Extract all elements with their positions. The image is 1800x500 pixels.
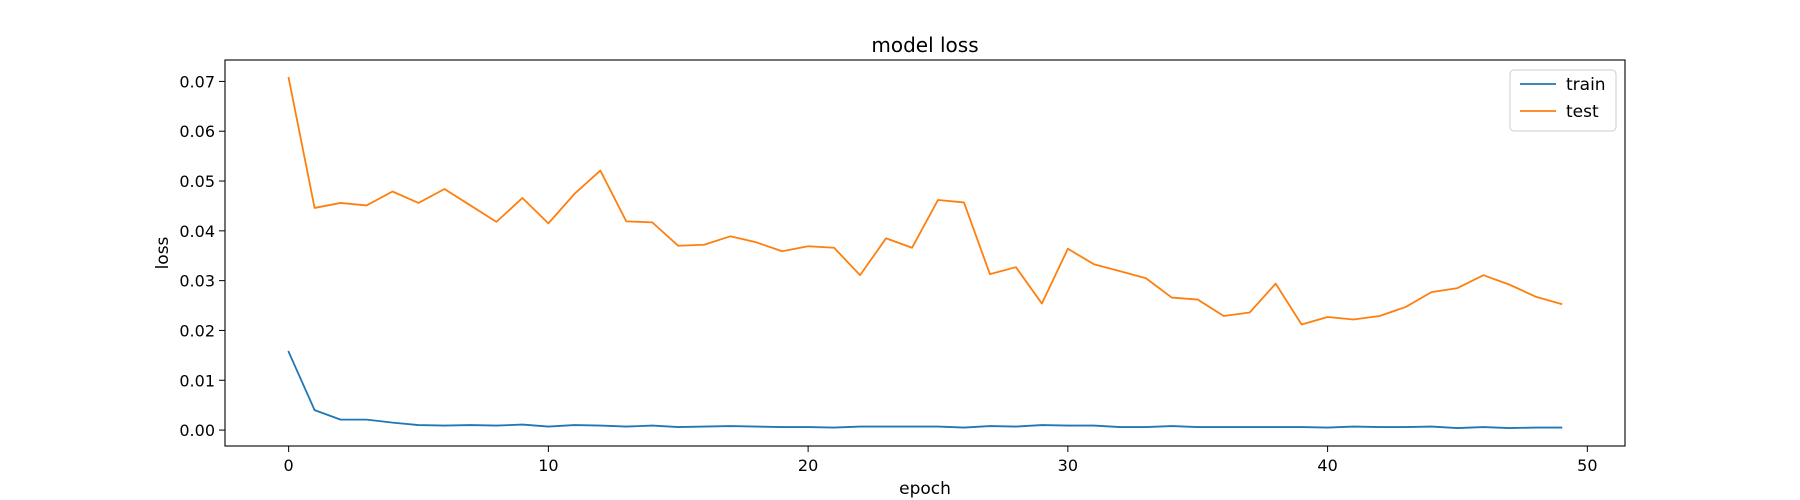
x-tick-label: 0 bbox=[284, 456, 294, 475]
series-lines bbox=[287, 76, 1563, 429]
y-tick-label: 0.04 bbox=[179, 222, 215, 241]
series-line-test bbox=[287, 76, 1563, 326]
y-axis-label: loss bbox=[153, 236, 173, 269]
x-tick-label: 40 bbox=[1317, 456, 1337, 475]
y-tick-label: 0.03 bbox=[179, 272, 215, 291]
legend: train test bbox=[1509, 69, 1617, 132]
x-tick-label: 30 bbox=[1058, 456, 1078, 475]
y-tick-label: 0.06 bbox=[179, 122, 215, 141]
x-axis-ticks: 0 10 20 30 40 50 bbox=[284, 446, 1598, 475]
y-tick-label: 0.02 bbox=[179, 321, 215, 340]
legend-box bbox=[1509, 69, 1617, 132]
chart-title: model loss bbox=[871, 33, 978, 57]
x-tick-label: 20 bbox=[798, 456, 818, 475]
y-axis-ticks: 0.00 0.01 0.02 0.03 0.04 0.05 0.06 0.07 bbox=[179, 72, 225, 440]
series-line-train bbox=[287, 350, 1563, 429]
plot-area-frame bbox=[224, 59, 1626, 447]
x-tick-label: 10 bbox=[538, 456, 558, 475]
y-tick-label: 0.05 bbox=[179, 172, 215, 191]
y-tick-label: 0.07 bbox=[179, 72, 215, 91]
y-tick-label: 0.00 bbox=[179, 421, 215, 440]
x-axis-label: epoch bbox=[899, 479, 951, 499]
y-tick-label: 0.01 bbox=[179, 371, 215, 390]
legend-label-train: train bbox=[1566, 75, 1606, 95]
legend-label-test: test bbox=[1566, 102, 1599, 122]
x-tick-label: 50 bbox=[1577, 456, 1597, 475]
